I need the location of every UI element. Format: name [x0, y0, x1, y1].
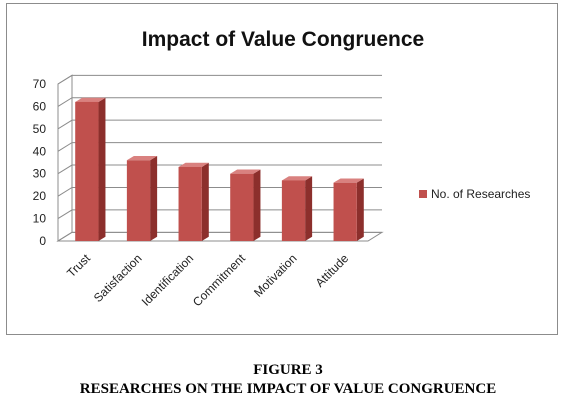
- bar: [75, 97, 106, 241]
- bar: [178, 162, 209, 241]
- x-axis-labels: TrustSatisfactionIdentificationCommitmen…: [64, 251, 351, 309]
- bar-side: [253, 169, 261, 241]
- gridline: [57, 186, 382, 197]
- bar-front: [75, 101, 99, 241]
- bar-front: [230, 173, 254, 241]
- bar-top: [230, 169, 261, 174]
- chart-walls: [56, 74, 384, 242]
- y-tick-label: 30: [33, 167, 47, 181]
- x-tick-label: Attitude: [313, 251, 352, 290]
- y-tick-label: 70: [33, 77, 47, 91]
- gridline: [57, 119, 382, 130]
- x-tick-label: Identification: [139, 251, 197, 309]
- bar-top: [333, 178, 364, 183]
- y-tick-label: 60: [33, 99, 47, 113]
- floor: [56, 231, 384, 242]
- gridline: [57, 74, 382, 85]
- bar-top: [281, 176, 313, 181]
- y-tick-label: 40: [33, 144, 47, 158]
- bar-front: [178, 166, 202, 241]
- x-tick-label: Commitment: [190, 251, 248, 309]
- gridline: [57, 231, 382, 242]
- y-tick-label: 50: [33, 122, 47, 136]
- legend-label: No. of Researches: [431, 187, 530, 201]
- bar: [230, 169, 261, 241]
- gridlines: [57, 74, 382, 242]
- side-wall: [57, 74, 73, 242]
- figure-caption-text: RESEARCHES ON THE IMPACT OF VALUE CONGRU…: [79, 381, 497, 397]
- y-tick-label: 10: [33, 212, 47, 226]
- bar-top: [126, 156, 158, 161]
- bar: [333, 178, 364, 241]
- bar-front: [126, 160, 151, 241]
- gridline: [57, 164, 382, 175]
- bar-side: [150, 156, 158, 241]
- bar-chart: Impact of Value Congruence 0 10 20 30 40 50 60…: [33, 28, 531, 309]
- bar-side: [98, 97, 106, 241]
- y-tick-label: 20: [33, 189, 47, 203]
- bar-front: [333, 182, 357, 241]
- y-axis-ticks: 0 10 20 30 40 50 60 70: [33, 77, 47, 248]
- figure-label: FIGURE 3: [253, 362, 323, 378]
- bar-front: [281, 180, 306, 241]
- y-tick-label: 0: [39, 234, 46, 248]
- legend: No. of Researches: [419, 187, 530, 201]
- bars: [75, 97, 364, 241]
- legend-swatch: [419, 190, 427, 198]
- gridline: [57, 142, 382, 152]
- bar: [281, 176, 313, 241]
- bar: [126, 156, 158, 241]
- gridline: [57, 97, 382, 107]
- x-tick-label: Satisfaction: [91, 251, 145, 305]
- gridline: [57, 209, 382, 219]
- bar-side: [201, 162, 209, 241]
- bar-top: [178, 162, 209, 167]
- bar-side: [356, 178, 364, 241]
- bar-side: [305, 176, 313, 241]
- bar-top: [75, 97, 106, 102]
- chart-title: Impact of Value Congruence: [142, 28, 424, 51]
- figure-caption: FIGURE 3 RESEARCHES ON THE IMPACT OF VAL…: [0, 361, 576, 399]
- x-tick-label: Trust: [64, 251, 93, 280]
- x-tick-label: Motivation: [251, 251, 300, 300]
